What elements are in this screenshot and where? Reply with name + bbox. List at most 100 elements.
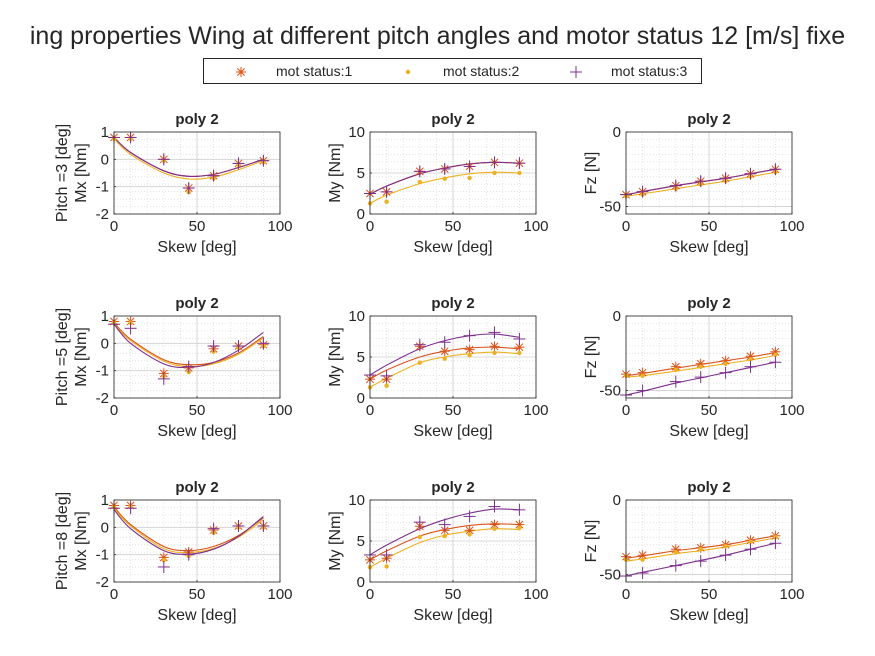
y-tick-label: 0 <box>613 492 621 509</box>
subplot-2-2: 0 50 100 0 5 10 poly 2 Skew [deg] My [Nm] <box>327 295 549 440</box>
data-point-mot-status-2 <box>673 549 678 555</box>
data-point-mot-status-2 <box>723 361 728 366</box>
subplot-2-1: 0 50 100 -2 -1 0 1 poly 2 Skew [deg] Pitch =5 [de… <box>54 295 293 440</box>
data-point-mot-status-3 <box>124 502 137 515</box>
data-point-mot-status-3 <box>513 157 526 170</box>
subplot-title: poly 2 <box>175 111 218 128</box>
minor-grid <box>114 132 280 214</box>
data-point-mot-status-1 <box>670 544 681 555</box>
data-point-mot-status-3 <box>182 548 195 561</box>
y-axis-label: My [Nm] <box>327 143 344 203</box>
data-point-mot-status-3 <box>636 185 649 198</box>
y-tick-label: -1 <box>96 179 109 196</box>
data-point-mot-status-2 <box>467 353 472 358</box>
x-tick-label: 50 <box>701 586 718 603</box>
legend-label-mot-status-3: mot status:3 <box>611 63 688 79</box>
data-point-mot-status-3 <box>182 182 195 195</box>
y-axis-label: Pitch =8 [deg] Mx [Nm] <box>54 492 90 590</box>
minor-grid <box>370 132 536 214</box>
data-point-mot-status-2 <box>417 360 422 365</box>
data-point-mot-status-2 <box>384 199 389 204</box>
data-point-mot-status-3 <box>694 371 707 384</box>
data-point-mot-status-3 <box>157 153 170 166</box>
subplot-title: poly 2 <box>687 111 730 128</box>
y-tick-label: 0 <box>101 151 109 168</box>
data-point-mot-status-2 <box>492 526 497 531</box>
data-point-mot-status-3 <box>413 338 426 351</box>
x-tick-label: 100 <box>523 586 548 603</box>
data-point-mot-status-3 <box>463 510 476 523</box>
data-point-mot-status-2 <box>442 533 447 539</box>
x-tick-label: 0 <box>622 402 630 419</box>
y-tick-label: -50 <box>599 199 621 216</box>
data-point-mot-status-3 <box>694 175 707 188</box>
data-point-mot-status-2 <box>748 539 753 544</box>
legend-marker-mot-status-3 <box>570 66 582 78</box>
data-point-mot-status-3 <box>769 163 782 176</box>
x-axis-label: Skew [deg] <box>157 607 236 624</box>
x-tick-label: 50 <box>445 586 462 603</box>
fit-curve-mot-status-2 <box>113 138 264 180</box>
data-point-mot-status-3 <box>463 160 476 173</box>
data-point-mot-status-3 <box>636 384 649 397</box>
y-tick-label: -2 <box>96 206 109 223</box>
subplot-title: poly 2 <box>175 295 218 312</box>
legend: mot status:1 mot status:2 mot status:3 <box>203 58 702 84</box>
x-tick-label: 100 <box>267 402 292 419</box>
data-point-mot-status-3 <box>232 157 245 170</box>
data-point-mot-status-2 <box>773 352 778 357</box>
data-point-mot-status-3 <box>744 167 757 180</box>
data-point-mot-status-3 <box>769 356 782 369</box>
data-point-mot-status-2 <box>517 170 522 176</box>
data-point-mot-status-3 <box>669 559 682 572</box>
x-axis-label: Skew [deg] <box>157 423 236 440</box>
data-point-mot-status-3 <box>744 543 757 556</box>
figure-title-text: ing properties Wing at different pitch a… <box>29 22 846 50</box>
x-tick-label: 50 <box>701 402 718 419</box>
subplot-title: poly 2 <box>687 479 730 496</box>
subplot-title: poly 2 <box>175 479 218 496</box>
subplot-title: poly 2 <box>431 111 474 128</box>
y-tick-label: -50 <box>599 567 621 584</box>
data-point-mot-status-3 <box>669 179 682 192</box>
x-axis-label: Skew [deg] <box>157 239 236 256</box>
data-point-mot-status-3 <box>380 548 393 561</box>
data-point-mot-status-3 <box>488 500 501 513</box>
y-tick-label: 10 <box>348 124 365 141</box>
y-tick-label: -1 <box>96 363 109 380</box>
data-point-mot-status-3 <box>257 154 270 167</box>
x-tick-label: 100 <box>779 586 804 603</box>
data-point-mot-status-2 <box>640 373 645 378</box>
subplot-3-2: 0 50 100 0 5 10 poly 2 Skew [deg] My [Nm] <box>327 479 549 624</box>
data-point-mot-status-3 <box>257 519 270 532</box>
data-point-mot-status-1 <box>637 367 648 378</box>
y-tick-label: 5 <box>357 533 365 550</box>
subplot-title: poly 2 <box>687 295 730 312</box>
data-point-mot-status-2 <box>161 557 166 563</box>
data-point-mot-status-1 <box>158 552 169 563</box>
data-point-mot-status-3 <box>488 156 501 169</box>
legend-marker-glyph <box>236 67 246 77</box>
data-point-mot-status-3 <box>380 369 393 382</box>
y-axis-label: Fz [N] <box>583 336 600 379</box>
data-point-mot-status-3 <box>380 185 393 198</box>
y-axis-label: Pitch =5 [deg] Mx [Nm] <box>54 308 90 406</box>
x-axis-label: Skew [deg] <box>413 239 492 256</box>
y-axis-label: Fz [N] <box>583 520 600 563</box>
minor-grid <box>626 132 792 214</box>
subplot-3-1: 0 50 100 -2 -1 0 1 poly 2 Skew [deg] Pitch =8 [de… <box>54 479 293 624</box>
data-point-mot-status-3 <box>413 516 426 529</box>
x-tick-label: 0 <box>110 402 118 419</box>
data-point-mot-status-3 <box>669 375 682 388</box>
y-tick-label: 0 <box>357 206 365 223</box>
x-tick-label: 0 <box>366 586 374 603</box>
x-tick-label: 0 <box>110 586 118 603</box>
y-tick-label: 10 <box>348 308 365 325</box>
data-point-mot-status-2 <box>467 532 472 537</box>
data-point-mot-status-3 <box>769 537 782 550</box>
data-point-mot-status-3 <box>157 372 170 385</box>
legend-marker-glyph <box>405 69 411 75</box>
data-point-mot-status-2 <box>442 176 447 181</box>
